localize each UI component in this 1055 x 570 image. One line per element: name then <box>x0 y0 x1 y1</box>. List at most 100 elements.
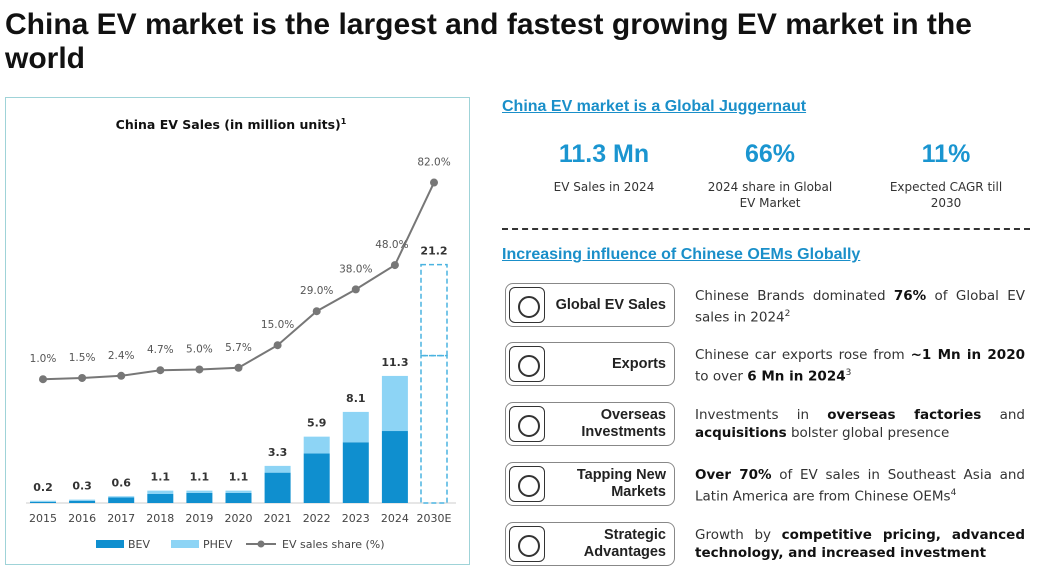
text-segment: 76% <box>893 288 927 304</box>
bar-segment <box>147 490 174 495</box>
text-segment: bolster global presence <box>786 425 950 441</box>
divider <box>502 228 1030 230</box>
item-icon <box>509 526 545 562</box>
text-segment: Chinese car exports rose from <box>695 347 911 363</box>
text-segment: ~1 Mn in 2020 <box>910 347 1025 363</box>
item-text: Chinese Brands dominated 76% of Global E… <box>695 287 1025 327</box>
stat-value: 11% <box>921 140 971 168</box>
share-point <box>156 366 165 375</box>
text-segment: Growth by <box>695 527 782 543</box>
total-label: 11.3 <box>381 356 408 369</box>
share-label: 2.4% <box>108 350 135 362</box>
item-label: Global EV Sales <box>555 296 666 313</box>
panel-title: China EV market is a Global Juggernaut <box>502 98 807 115</box>
item-label: Overseas Investments <box>581 407 666 440</box>
x-tick-label: 2017 <box>107 512 135 525</box>
stat-value: 11.3 Mn <box>558 140 650 168</box>
chart-box: China EV Sales (in million units)1 2015 0.… <box>5 97 470 565</box>
share-point <box>195 365 204 374</box>
stat-label: Expected CAGR till 2030 <box>889 180 1003 210</box>
total-label: 0.3 <box>72 480 92 493</box>
total-label: 5.9 <box>307 417 327 430</box>
share-label: 48.0% <box>375 239 408 251</box>
item-icon <box>509 406 545 442</box>
total-label: 1.1 <box>229 471 249 484</box>
bar-segment <box>186 490 213 493</box>
page-title: China EV market is the largest and faste… <box>5 8 972 75</box>
total-label: 0.6 <box>111 476 131 489</box>
share-label: 29.0% <box>300 285 333 297</box>
text-segment: overseas factories <box>827 407 982 423</box>
total-label: 3.3 <box>268 446 288 459</box>
text-segment: acquisitions <box>695 425 787 441</box>
text-segment: of Global EV sales in 2024 <box>695 288 1026 326</box>
share-label: 82.0% <box>417 157 450 169</box>
item-text: Growth by competitive pricing, advanced … <box>695 526 1025 562</box>
text-segment: of EV sales in Southeast Asia and Latin … <box>695 467 1025 505</box>
bar-segment <box>186 492 213 503</box>
x-tick-label: 2030E <box>417 512 452 525</box>
bar-segment <box>108 496 135 498</box>
influence-title: Increasing influence of Chinese OEMs Glo… <box>502 246 861 263</box>
bar-segment <box>30 501 56 503</box>
stat: 11.3 Mn EV Sales in 2024 <box>519 140 689 195</box>
legend-swatch <box>96 540 124 548</box>
bar-segment <box>225 490 252 493</box>
item-text: Over 70% of EV sales in Southeast Asia a… <box>695 466 1025 506</box>
share-point <box>351 285 360 294</box>
chart-title-text: China EV Sales (in million units) <box>116 117 341 132</box>
item-icon <box>509 346 545 382</box>
x-tick-label: 2020 <box>225 512 253 525</box>
total-label: 8.1 <box>346 392 366 405</box>
share-point <box>78 373 87 382</box>
text-segment: Chinese Brands dominated <box>695 288 894 304</box>
share-label: 38.0% <box>339 263 372 275</box>
bar-segment <box>225 492 252 503</box>
share-point <box>312 307 321 316</box>
legend-swatch <box>171 540 199 548</box>
bar-segment <box>264 472 291 503</box>
total-label: 1.1 <box>190 471 210 484</box>
legend-label: PHEV <box>203 538 233 551</box>
chart-title: China EV Sales (in million units)1 <box>116 117 347 132</box>
share-label: 1.5% <box>69 352 96 364</box>
bar-segment <box>147 494 174 503</box>
item-icon <box>509 287 545 323</box>
bar-segment <box>303 453 330 503</box>
share-label: 5.0% <box>186 343 213 355</box>
item-label: Tapping New Markets <box>576 467 666 500</box>
bar-segment <box>69 500 96 503</box>
stat: 66% 2024 share in Global EV Market <box>685 140 855 211</box>
text-segment: 6 Mn in 2024 <box>747 368 846 385</box>
legend-label: BEV <box>128 538 150 551</box>
bar-segment <box>108 497 135 503</box>
item: Global EV Sales <box>505 283 675 327</box>
x-tick-label: 2015 <box>29 512 57 525</box>
total-label: 21.2 <box>420 245 447 258</box>
x-tick-label: 2024 <box>381 512 409 525</box>
legend-dot <box>257 540 265 548</box>
share-label: 4.7% <box>147 344 174 356</box>
bar-segment <box>381 431 408 503</box>
bar-segment <box>303 436 330 454</box>
share-label: 5.7% <box>225 342 252 354</box>
bar-segment <box>420 354 448 504</box>
item: Overseas Investments <box>505 402 675 446</box>
x-tick-label: 2023 <box>342 512 370 525</box>
share-label: 15.0% <box>261 319 294 331</box>
item-label: Exports <box>612 355 666 372</box>
chart-title-note: 1 <box>341 117 347 126</box>
total-label: 0.2 <box>33 481 53 494</box>
share-point <box>390 261 399 270</box>
bar-segment <box>420 263 448 357</box>
text-segment: Investments in <box>695 407 828 423</box>
x-tick-label: 2016 <box>68 512 96 525</box>
bar-segment <box>264 465 291 473</box>
share-point <box>430 178 438 187</box>
share-point <box>273 341 282 350</box>
bar-segment <box>69 499 96 501</box>
share-point <box>39 375 47 384</box>
item-label: Strategic Advantages <box>583 527 666 560</box>
item: Strategic Advantages <box>505 522 675 566</box>
